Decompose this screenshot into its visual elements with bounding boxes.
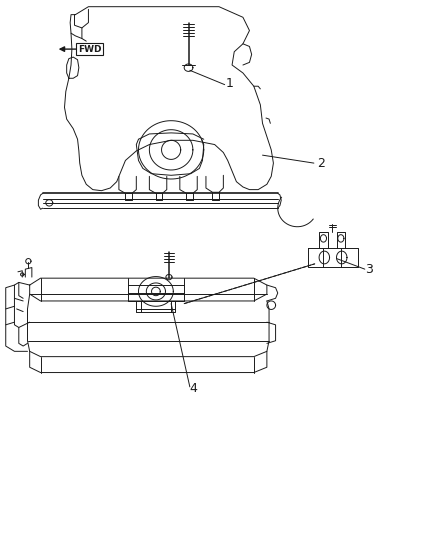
Text: 3: 3	[365, 263, 373, 276]
Text: FWD: FWD	[78, 45, 102, 54]
Text: 2: 2	[318, 157, 325, 169]
Text: 1: 1	[226, 77, 234, 90]
Text: 4: 4	[189, 382, 197, 395]
